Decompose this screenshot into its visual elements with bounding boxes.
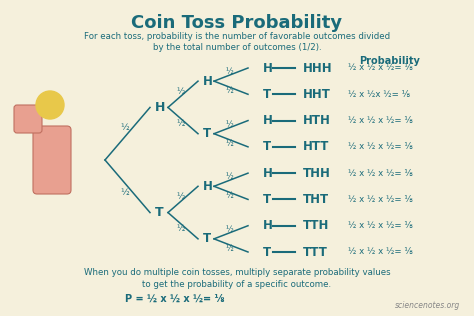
Text: ½: ½	[225, 120, 233, 129]
Text: Coin Toss Probability: Coin Toss Probability	[131, 14, 343, 32]
Text: T: T	[263, 193, 271, 206]
Text: ½: ½	[225, 86, 233, 95]
Text: H: H	[263, 114, 273, 127]
Text: by the total number of outcomes (1/2).: by the total number of outcomes (1/2).	[153, 43, 321, 52]
Text: H: H	[263, 219, 273, 232]
Text: ½ x ½x ½= ⅛: ½ x ½x ½= ⅛	[348, 90, 410, 99]
Text: H: H	[203, 180, 213, 193]
Text: ½ x ½ x ½= ⅛: ½ x ½ x ½= ⅛	[348, 221, 413, 230]
Text: ½ x ½ x ½= ⅛: ½ x ½ x ½= ⅛	[348, 142, 413, 151]
Text: ½ x ½ x ½= ⅛: ½ x ½ x ½= ⅛	[348, 195, 413, 204]
Text: Probability: Probability	[360, 56, 420, 66]
Text: HHH: HHH	[303, 62, 333, 75]
Text: HHT: HHT	[303, 88, 331, 101]
Text: ½ x ½ x ½= ⅛: ½ x ½ x ½= ⅛	[348, 247, 413, 257]
Text: T: T	[155, 206, 164, 219]
Text: P = ½ x ½ x ½= ⅛: P = ½ x ½ x ½= ⅛	[125, 294, 225, 304]
Text: ½: ½	[177, 119, 185, 128]
Text: When you do multiple coin tosses, multiply separate probability values: When you do multiple coin tosses, multip…	[84, 268, 390, 277]
Circle shape	[36, 91, 64, 119]
Text: T: T	[203, 232, 211, 245]
Text: TTH: TTH	[303, 219, 329, 232]
Text: ½: ½	[225, 191, 233, 200]
Text: ½: ½	[225, 244, 233, 253]
Text: ½ x ½ x ½= ⅛: ½ x ½ x ½= ⅛	[348, 116, 413, 125]
Text: ½: ½	[177, 87, 185, 96]
Text: ½: ½	[225, 139, 233, 148]
Text: H: H	[263, 62, 273, 75]
Text: ½: ½	[225, 67, 233, 76]
Text: ½: ½	[120, 188, 129, 197]
Text: H: H	[203, 75, 213, 88]
Text: TTT: TTT	[303, 246, 328, 258]
Text: H: H	[155, 101, 165, 114]
Text: ½: ½	[120, 123, 129, 132]
Text: THH: THH	[303, 167, 331, 179]
Text: ½: ½	[225, 225, 233, 234]
FancyBboxPatch shape	[33, 126, 71, 194]
Text: HTT: HTT	[303, 140, 329, 153]
Text: For each toss, probability is the number of favorable outcomes divided: For each toss, probability is the number…	[84, 32, 390, 41]
Text: sciencenotes.org: sciencenotes.org	[395, 301, 460, 310]
Text: HTH: HTH	[303, 114, 331, 127]
Text: ½: ½	[225, 172, 233, 181]
Text: T: T	[203, 127, 211, 140]
Text: H: H	[263, 167, 273, 179]
FancyBboxPatch shape	[14, 105, 42, 133]
Text: T: T	[263, 88, 271, 101]
Text: ½ x ½ x ½= ⅛: ½ x ½ x ½= ⅛	[348, 169, 413, 178]
Text: ½: ½	[177, 224, 185, 233]
Text: ½: ½	[177, 192, 185, 201]
Text: T: T	[263, 140, 271, 153]
Text: to get the probability of a specific outcome.: to get the probability of a specific out…	[143, 280, 331, 289]
Text: THT: THT	[303, 193, 329, 206]
Text: ½ x ½ x ½= ⅛: ½ x ½ x ½= ⅛	[348, 64, 413, 72]
Text: T: T	[263, 246, 271, 258]
